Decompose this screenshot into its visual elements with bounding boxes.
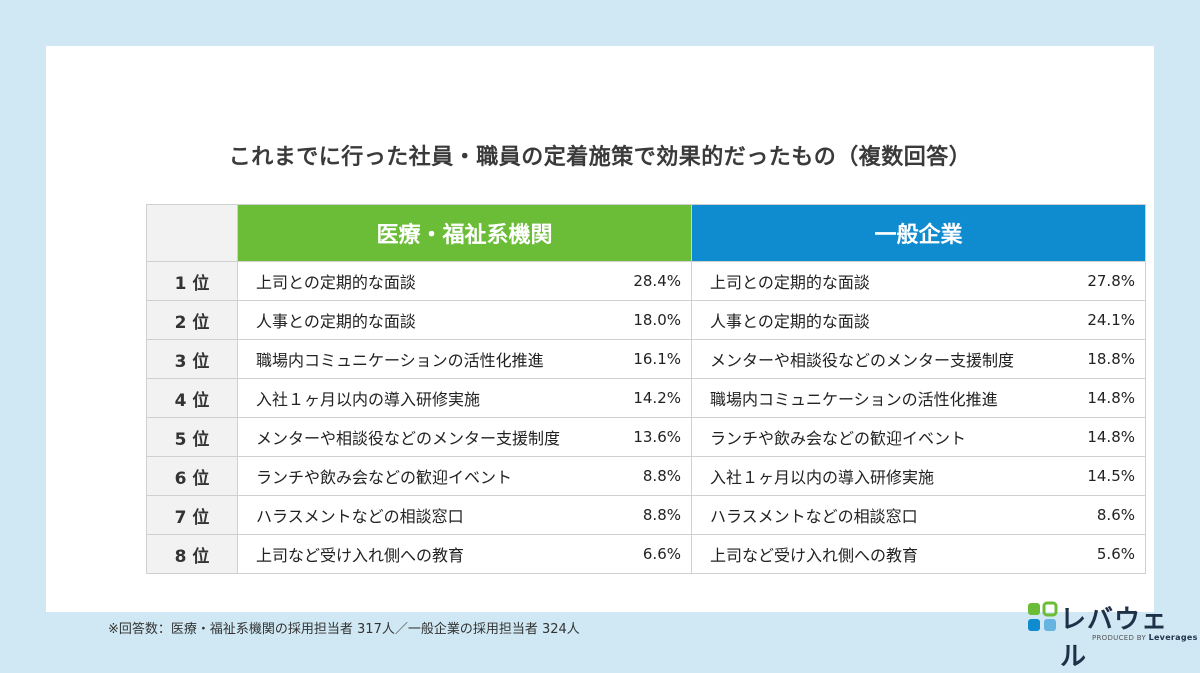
general-measure-label: ランチや飲み会などの歓迎イベント <box>710 429 967 448</box>
general-percentage: 5.6% <box>1096 545 1135 563</box>
table-row: 4 位入社１ヶ月以内の導入研修実施 14.2% 職場内コミュニケーションの活性化推進… <box>146 378 1146 418</box>
logo-mark-icon <box>1028 601 1058 631</box>
medical-cell: 入社１ヶ月以内の導入研修実施 14.2% <box>237 378 692 418</box>
medical-cell: 人事との定期的な面談 18.0% <box>237 300 692 340</box>
general-measure-label: 入社１ヶ月以内の導入研修実施 <box>710 468 935 487</box>
rank-cell: 7 位 <box>146 495 238 535</box>
medical-percentage: 8.8% <box>642 506 681 524</box>
general-cell: 職場内コミュニケーションの活性化推進 14.8% <box>691 378 1146 418</box>
general-percentage: 18.8% <box>1087 350 1135 368</box>
page-title: これまでに行った社員・職員の定着施策で効果的だったもの（複数回答） <box>228 145 972 170</box>
general-percentage: 14.5% <box>1087 467 1135 485</box>
general-cell: 上司との定期的な面談 27.8% <box>691 261 1146 301</box>
medical-cell: ハラスメントなどの相談窓口 8.8% <box>237 495 692 535</box>
medical-cell: 職場内コミュニケーションの活性化推進 16.1% <box>237 339 692 379</box>
medical-measure-label: 上司との定期的な面談 <box>256 273 416 292</box>
logo-subtitle: PRODUCED BY Leverages <box>1092 633 1198 642</box>
general-measure-label: 人事との定期的な面談 <box>710 312 870 331</box>
medical-percentage: 18.0% <box>633 311 681 329</box>
general-measure-label: メンターや相談役などのメンター支援制度 <box>710 351 1015 370</box>
medical-percentage: 16.1% <box>633 350 681 368</box>
table-row: 2 位人事との定期的な面談 18.0% 人事との定期的な面談 24.1% <box>146 300 1146 340</box>
general-measure-label: 職場内コミュニケーションの活性化推進 <box>710 390 998 409</box>
medical-measure-label: 入社１ヶ月以内の導入研修実施 <box>256 390 481 409</box>
general-percentage: 14.8% <box>1087 428 1135 446</box>
general-measure-label: ハラスメントなどの相談窓口 <box>710 507 918 526</box>
table-row: 5 位メンターや相談役などのメンター支援制度 13.6% ランチや飲み会などの歓迎イ… <box>146 417 1146 457</box>
logo-name: レバウェル <box>1060 605 1169 672</box>
table-row: 1 位上司との定期的な面談 28.4% 上司との定期的な面談 27.8% <box>146 261 1146 301</box>
rank-cell: 2 位 <box>146 300 238 340</box>
brand-logo: レバウェル PRODUCED BY Leverages <box>1024 599 1197 672</box>
general-cell: 上司など受け入れ側への教育 5.6% <box>691 534 1146 574</box>
medical-percentage: 6.6% <box>642 545 681 563</box>
table-row: 7 位ハラスメントなどの相談窓口 8.8% ハラスメントなどの相談窓口 8.6% <box>146 495 1146 535</box>
general-cell: メンターや相談役などのメンター支援制度 18.8% <box>691 339 1146 379</box>
medical-cell: 上司など受け入れ側への教育 6.6% <box>237 534 692 574</box>
rank-cell: 4 位 <box>146 378 238 418</box>
rank-cell: 6 位 <box>146 456 238 496</box>
medical-measure-label: メンターや相談役などのメンター支援制度 <box>256 429 561 448</box>
table-row: 3 位職場内コミュニケーションの活性化推進 16.1% メンターや相談役などのメンタ… <box>146 339 1146 379</box>
medical-cell: メンターや相談役などのメンター支援制度 13.6% <box>237 417 692 457</box>
table-row: 8 位上司など受け入れ側への教育 6.6% 上司など受け入れ側への教育 5.6% <box>146 534 1146 574</box>
general-measure-label: 上司との定期的な面談 <box>710 273 870 292</box>
general-cell: ハラスメントなどの相談窓口 8.6% <box>691 495 1146 535</box>
general-measure-label: 上司など受け入れ側への教育 <box>710 546 919 565</box>
rank-cell: 5 位 <box>146 417 238 457</box>
general-percentage: 14.8% <box>1087 389 1135 407</box>
general-cell: ランチや飲み会などの歓迎イベント 14.8% <box>691 417 1146 457</box>
general-cell: 人事との定期的な面談 24.1% <box>691 300 1146 340</box>
rank-cell: 1 位 <box>146 261 238 301</box>
general-percentage: 27.8% <box>1087 272 1135 290</box>
rank-cell: 3 位 <box>146 339 238 379</box>
general-percentage: 24.1% <box>1087 311 1135 329</box>
medical-measure-label: ハラスメントなどの相談窓口 <box>256 507 464 526</box>
content-card: これまでに行った社員・職員の定着施策で効果的だったもの（複数回答） 医療・福祉系… <box>46 46 1197 672</box>
ranking-table: 医療・福祉系機関 一般企業 1 位上司との定期的な面談 28.4% 上司との定期的な… <box>146 204 1146 574</box>
general-percentage: 8.6% <box>1096 506 1135 524</box>
medical-percentage: 14.2% <box>633 389 681 407</box>
header-medical: 医療・福祉系機関 <box>237 204 692 262</box>
medical-percentage: 28.4% <box>633 272 681 290</box>
table-corner-cell <box>146 204 238 262</box>
medical-cell: 上司との定期的な面談 28.4% <box>237 261 692 301</box>
medical-measure-label: 職場内コミュニケーションの活性化推進 <box>256 351 544 370</box>
medical-percentage: 13.6% <box>633 428 681 446</box>
table-header-row: 医療・福祉系機関 一般企業 <box>146 204 1146 262</box>
logo-company: Leverages <box>1148 633 1198 642</box>
medical-cell: ランチや飲み会などの歓迎イベント 8.8% <box>237 456 692 496</box>
header-general: 一般企業 <box>691 204 1146 262</box>
medical-measure-label: 人事との定期的な面談 <box>256 312 416 331</box>
rank-cell: 8 位 <box>146 534 238 574</box>
medical-percentage: 8.8% <box>642 467 681 485</box>
medical-measure-label: ランチや飲み会などの歓迎イベント <box>256 468 513 487</box>
medical-measure-label: 上司など受け入れ側への教育 <box>256 546 465 565</box>
general-cell: 入社１ヶ月以内の導入研修実施 14.5% <box>691 456 1146 496</box>
logo-produced-by: PRODUCED BY <box>1092 634 1147 642</box>
table-row: 6 位ランチや飲み会などの歓迎イベント 8.8% 入社１ヶ月以内の導入研修実施 14.… <box>146 456 1146 496</box>
footnote: ※回答数：医療・福祉系機関の採用担当者 317人／一般企業の採用担当者 324人 <box>108 622 580 637</box>
